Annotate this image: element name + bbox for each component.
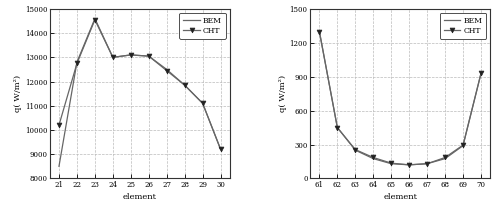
CHT [316,30,322,33]
CHT [74,62,80,65]
Legend: BEM, CHT: BEM, CHT [440,13,486,39]
BEM [164,68,170,71]
CHT [442,156,448,159]
BEM [334,126,340,129]
Y-axis label: q( W/m²): q( W/m²) [14,75,22,112]
BEM [92,17,98,20]
Line: BEM: BEM [320,31,481,165]
Line: CHT: CHT [317,29,484,167]
BEM [218,148,224,151]
CHT [164,69,170,72]
BEM [128,54,134,56]
BEM [424,162,430,165]
Line: BEM: BEM [59,19,220,166]
CHT [182,84,188,87]
BEM [110,56,116,59]
CHT [388,162,394,165]
CHT [56,124,62,126]
CHT [478,72,484,75]
Legend: BEM, CHT: BEM, CHT [180,13,226,39]
BEM [200,102,205,105]
CHT [110,56,116,59]
CHT [146,55,152,58]
BEM [478,72,484,75]
Line: CHT: CHT [56,17,223,152]
CHT [406,163,412,166]
CHT [92,19,98,21]
CHT [424,162,430,165]
BEM [370,157,376,160]
CHT [334,126,340,129]
CHT [218,148,224,151]
CHT [370,156,376,159]
BEM [388,162,394,165]
BEM [74,61,80,64]
BEM [442,157,448,160]
BEM [352,149,358,151]
X-axis label: element: element [123,193,157,201]
CHT [128,54,134,56]
BEM [56,165,62,168]
X-axis label: element: element [383,193,417,201]
CHT [460,144,466,147]
BEM [182,84,188,87]
BEM [146,55,152,58]
Y-axis label: q( W/m²): q( W/m²) [279,75,287,112]
BEM [406,163,412,166]
BEM [460,144,466,147]
CHT [200,102,205,105]
CHT [352,148,358,151]
BEM [316,30,322,33]
